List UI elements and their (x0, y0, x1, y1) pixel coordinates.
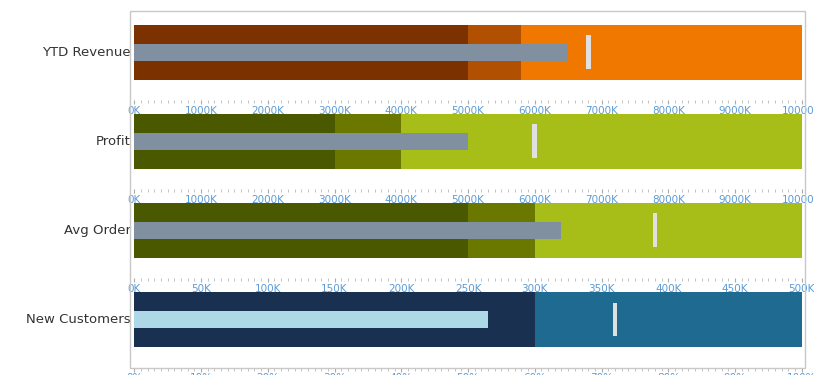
Bar (134, 133, 468, 150)
Bar (134, 311, 488, 328)
Bar (586, 35, 590, 69)
Bar (134, 203, 468, 258)
Bar (134, 292, 535, 347)
Bar (134, 25, 468, 80)
Bar (335, 114, 401, 169)
Bar (613, 303, 617, 336)
Bar (468, 25, 522, 80)
Text: YTD Revenue: YTD Revenue (42, 46, 131, 59)
Bar (134, 44, 568, 61)
Bar (134, 114, 335, 169)
Bar (535, 203, 802, 258)
Bar (653, 213, 657, 248)
Bar (401, 114, 802, 169)
Bar (535, 292, 802, 347)
Text: Avg Order: Avg Order (64, 224, 131, 237)
Bar (522, 25, 802, 80)
Text: Profit: Profit (96, 135, 131, 148)
Bar (468, 203, 535, 258)
Bar (134, 222, 562, 239)
Bar (532, 124, 537, 158)
Text: New Customers: New Customers (26, 313, 131, 326)
